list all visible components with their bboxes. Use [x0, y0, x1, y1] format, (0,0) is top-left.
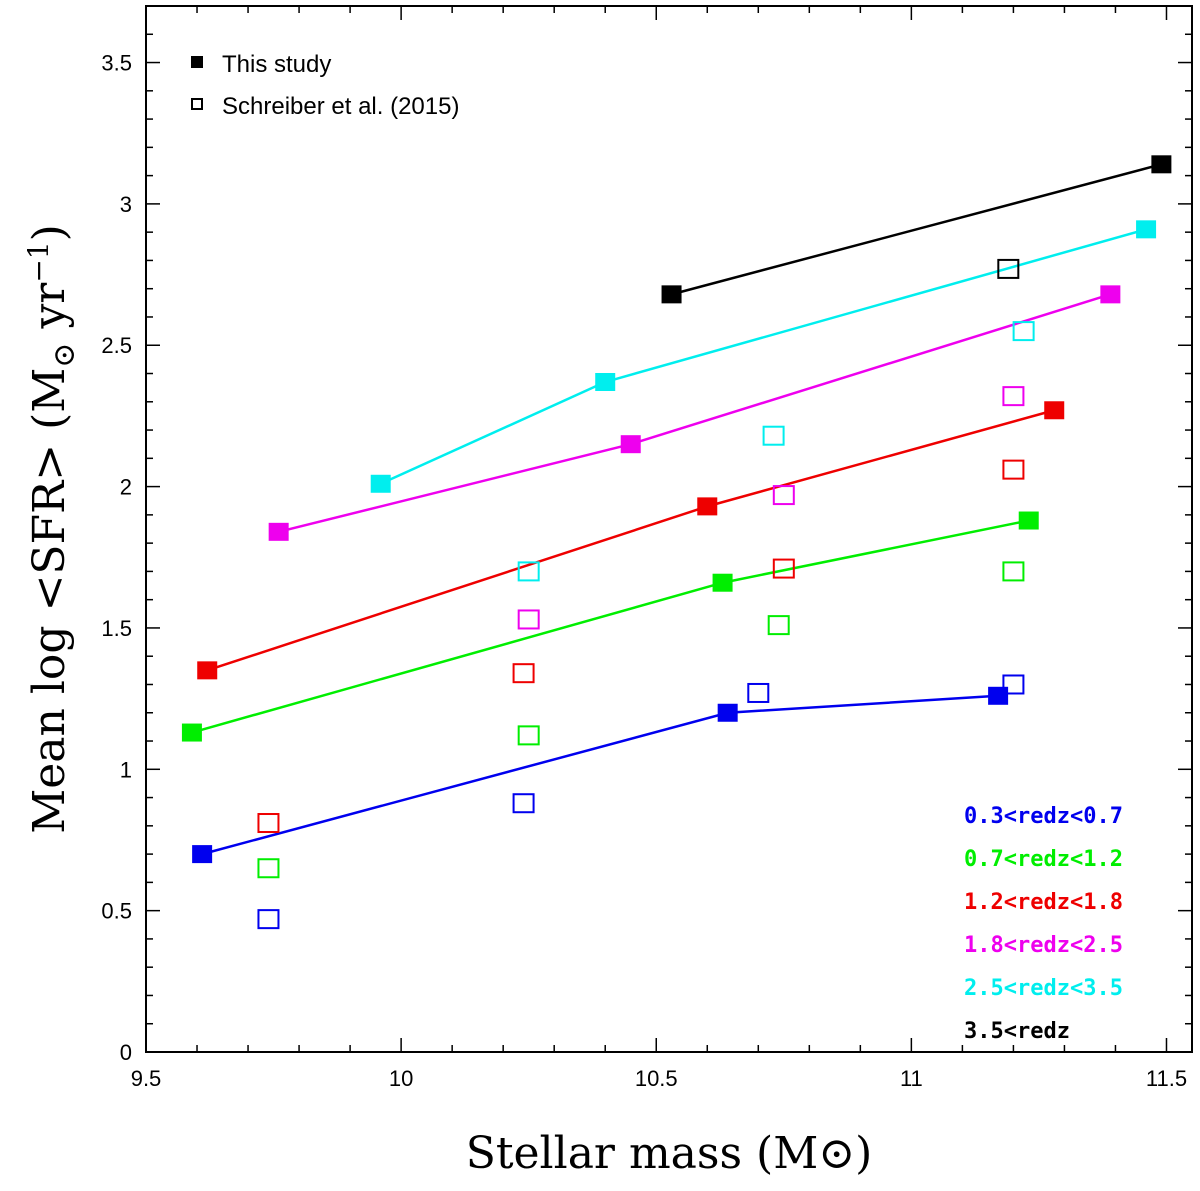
- schreiber-point: [772, 485, 795, 506]
- schreiber-point: [517, 725, 540, 746]
- schreiber-point: [512, 793, 535, 814]
- this-study-point: [1100, 285, 1121, 304]
- this-study-point: [197, 661, 218, 680]
- series-1: [181, 511, 1039, 879]
- legend-label: Schreiber et al. (2015): [222, 93, 459, 120]
- schreiber-point: [772, 558, 795, 579]
- legend-label: This study: [222, 51, 331, 78]
- series-label: 0.7<redz<1.2: [964, 847, 1123, 872]
- schreiber-point: [517, 561, 540, 582]
- schreiber-point: [517, 609, 540, 630]
- series-4: [370, 220, 1157, 582]
- this-study-point: [370, 474, 391, 493]
- legend-filled-square-icon: [191, 56, 203, 68]
- schreiber-point: [512, 663, 535, 684]
- this-study-point: [661, 285, 682, 304]
- this-study-point: [712, 573, 733, 592]
- x-tick-label: 11.5: [1146, 1066, 1187, 1091]
- schreiber-point: [767, 615, 790, 636]
- legend-open-square-icon: [191, 98, 203, 110]
- series-label: 1.8<redz<2.5: [964, 933, 1123, 958]
- y-tick-label: 3: [120, 192, 132, 217]
- schreiber-point: [1012, 321, 1035, 342]
- this-study-point: [988, 686, 1009, 705]
- series-2: [197, 401, 1065, 834]
- y-tick-label: 1: [120, 757, 132, 782]
- this-study-line: [671, 163, 1162, 296]
- this-study-point: [1018, 511, 1039, 530]
- y-tick-label: 2: [120, 475, 132, 500]
- this-study-point: [181, 723, 202, 742]
- y-tick-label: 3.5: [101, 51, 132, 76]
- schreiber-point: [257, 813, 280, 834]
- this-study-point: [717, 703, 738, 722]
- this-study-point: [620, 435, 641, 454]
- y-tick-label: 1.5: [101, 616, 132, 641]
- schreiber-point: [747, 682, 770, 703]
- series-label: 3.5<redz: [964, 1019, 1070, 1044]
- schreiber-point: [1002, 674, 1025, 695]
- series-0: [192, 674, 1025, 930]
- this-study-point: [697, 497, 718, 516]
- series-3: [268, 285, 1121, 630]
- y-tick-label: 2.5: [101, 333, 132, 358]
- schreiber-point: [1002, 561, 1025, 582]
- series-label: 1.2<redz<1.8: [964, 890, 1123, 915]
- y-tick-label: 0: [120, 1040, 132, 1065]
- series-label: 0.3<redz<0.7: [964, 804, 1123, 829]
- svg-text:Mean log <SFR> (M⊙ yr−1): Mean log <SFR> (M⊙ yr−1): [22, 224, 82, 834]
- schreiber-point: [997, 258, 1020, 279]
- x-tick-label: 10: [389, 1066, 413, 1091]
- schreiber-point: [1002, 386, 1025, 407]
- series-5: [661, 155, 1172, 304]
- this-study-point: [595, 372, 616, 391]
- this-study-point: [192, 845, 213, 864]
- schreiber-point: [257, 909, 280, 930]
- this-study-point: [268, 522, 289, 541]
- x-tick-label: 11: [900, 1066, 923, 1091]
- plot-frame: [145, 5, 1193, 1053]
- y-axis-title: Mean log <SFR> (M⊙ yr−1): [22, 224, 82, 834]
- this-study-point: [1136, 220, 1157, 239]
- schreiber-point: [1002, 459, 1025, 480]
- schreiber-point: [257, 858, 280, 879]
- x-tick-label: 9.5: [131, 1066, 162, 1091]
- x-axis-title: Stellar mass (M⊙): [466, 1128, 873, 1179]
- x-tick-label: 10.5: [635, 1066, 678, 1091]
- series-label: 2.5<redz<3.5: [964, 976, 1123, 1001]
- schreiber-point: [762, 425, 785, 446]
- y-tick-label: 0.5: [101, 899, 132, 924]
- this-study-point: [1151, 155, 1172, 174]
- this-study-point: [1044, 401, 1065, 420]
